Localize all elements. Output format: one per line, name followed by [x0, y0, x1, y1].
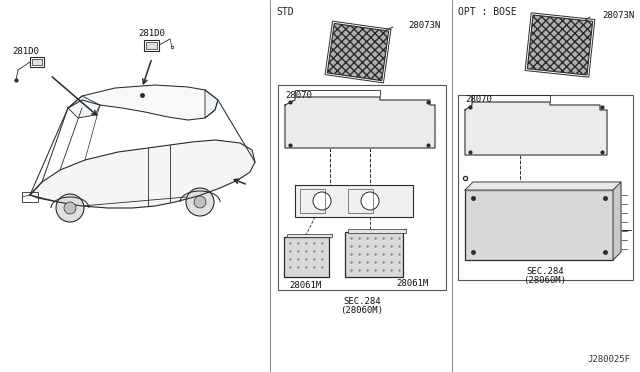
- Bar: [146, 42, 157, 49]
- Text: STD: STD: [276, 7, 294, 17]
- Polygon shape: [68, 96, 100, 118]
- Bar: [278, 85, 446, 290]
- Polygon shape: [30, 140, 255, 208]
- Bar: [287, 234, 332, 237]
- Text: SEC.284: SEC.284: [526, 267, 564, 276]
- Bar: [348, 189, 373, 213]
- Bar: [458, 95, 633, 280]
- Polygon shape: [465, 102, 607, 155]
- Bar: [525, 13, 595, 77]
- Circle shape: [361, 192, 379, 210]
- Circle shape: [186, 188, 214, 216]
- Bar: [22, 192, 38, 202]
- Polygon shape: [285, 97, 435, 148]
- Text: 281D0: 281D0: [13, 48, 40, 57]
- Text: OPT : BOSE: OPT : BOSE: [458, 7, 516, 17]
- Bar: [465, 190, 613, 260]
- Text: J280025F: J280025F: [587, 356, 630, 365]
- Text: 281D0: 281D0: [139, 29, 165, 38]
- Bar: [300, 189, 325, 213]
- Polygon shape: [68, 85, 218, 120]
- Text: SEC.284: SEC.284: [343, 298, 381, 307]
- Bar: [284, 237, 329, 277]
- Circle shape: [56, 194, 84, 222]
- Text: 28073N: 28073N: [408, 20, 440, 29]
- Text: (28060M): (28060M): [340, 307, 383, 315]
- Bar: [527, 15, 593, 75]
- Bar: [345, 232, 403, 277]
- Text: 28061M: 28061M: [289, 280, 321, 289]
- Bar: [295, 185, 413, 217]
- Bar: [325, 21, 391, 83]
- Polygon shape: [613, 182, 621, 260]
- Bar: [32, 59, 42, 65]
- Text: 28070: 28070: [465, 96, 492, 105]
- Bar: [348, 229, 406, 233]
- Polygon shape: [205, 90, 218, 118]
- Bar: [144, 40, 159, 51]
- Bar: [327, 23, 388, 81]
- Bar: [30, 57, 44, 67]
- Text: 28061M: 28061M: [396, 279, 428, 288]
- Circle shape: [313, 192, 331, 210]
- Circle shape: [64, 202, 76, 214]
- Text: (28060M): (28060M): [524, 276, 566, 285]
- Circle shape: [194, 196, 206, 208]
- Text: 28073N: 28073N: [602, 10, 634, 19]
- Text: 28070: 28070: [285, 90, 312, 99]
- Polygon shape: [465, 182, 621, 190]
